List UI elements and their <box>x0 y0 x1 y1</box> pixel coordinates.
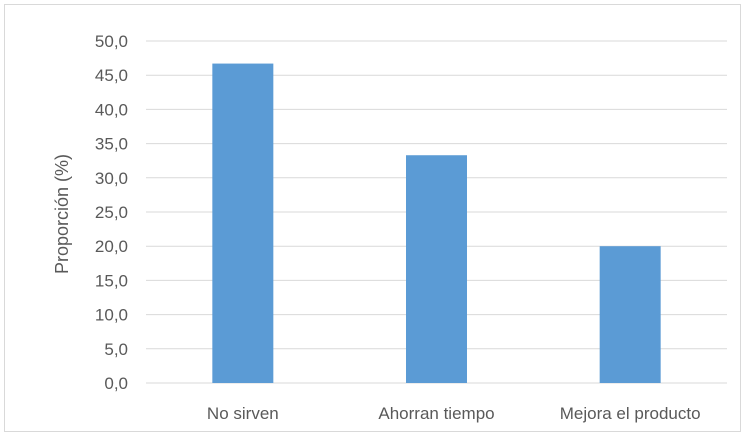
y-tick-label: 45,0 <box>95 66 128 85</box>
y-tick-label: 40,0 <box>95 100 128 119</box>
x-axis-tick-labels: No sirven Ahorran tiempo Mejora el product… <box>207 404 701 423</box>
y-axis-tick-labels: 0,0 5,0 10,0 15,0 20,0 25,0 30,0 35,0 40,0 45,0 50… <box>95 32 128 393</box>
x-tick-label: No sirven <box>207 404 279 423</box>
y-tick-label: 15,0 <box>95 271 128 290</box>
x-tick-label: Mejora el producto <box>560 404 701 423</box>
y-tick-label: 10,0 <box>95 306 128 325</box>
y-tick-label: 30,0 <box>95 169 128 188</box>
bar <box>406 155 467 383</box>
y-tick-label: 50,0 <box>95 32 128 51</box>
y-tick-label: 35,0 <box>95 135 128 154</box>
y-tick-label: 20,0 <box>95 237 128 256</box>
y-tick-label: 0,0 <box>104 374 128 393</box>
bar <box>599 246 661 383</box>
bars <box>212 63 661 384</box>
bar <box>212 63 274 384</box>
y-tick-label: 25,0 <box>95 203 128 222</box>
y-axis-title: Proporción (%) <box>52 154 72 274</box>
x-tick-label: Ahorran tiempo <box>378 404 494 423</box>
y-tick-label: 5,0 <box>104 340 128 359</box>
